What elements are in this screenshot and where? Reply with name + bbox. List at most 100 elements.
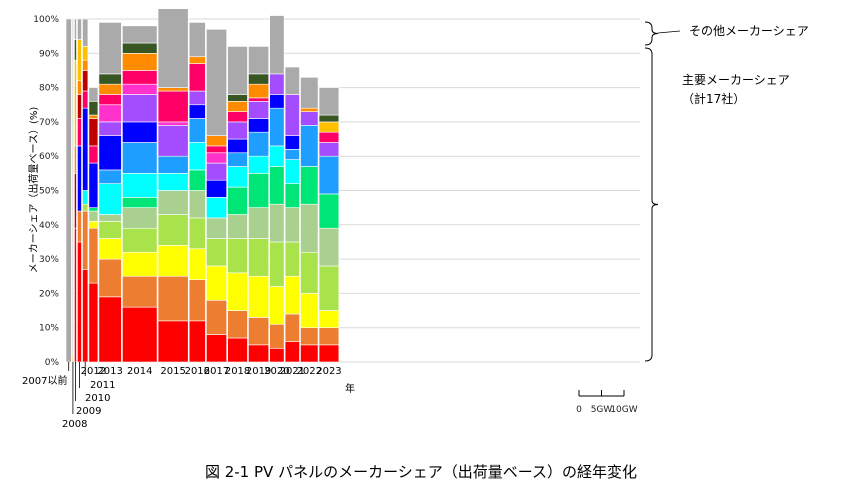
y-tick-label: 50% xyxy=(39,187,59,197)
bar-segment xyxy=(122,275,158,308)
x-tick-label: 2022 xyxy=(297,366,322,377)
y-tick-labels: 0% 10% 20% 30% 40% 50% 60% 70% 80% 90% 100% xyxy=(33,15,59,368)
annotation-brackets xyxy=(644,21,681,362)
y-tick-label: 60% xyxy=(39,152,59,162)
bar-segment xyxy=(248,101,270,119)
bar-segment xyxy=(248,207,270,239)
bar-segment xyxy=(122,197,158,208)
bar-segment xyxy=(88,87,99,102)
bar-segment xyxy=(269,323,285,349)
bar-segment xyxy=(77,94,82,119)
bar-segment xyxy=(72,354,74,363)
bar-segment xyxy=(157,190,189,215)
bar-segment xyxy=(269,203,285,243)
bar-2014 xyxy=(122,25,158,363)
bar-segment xyxy=(300,327,319,346)
bar-segment xyxy=(248,275,270,318)
bar-segment xyxy=(318,227,340,267)
bar-segment xyxy=(88,221,99,229)
annotation-other-share: その他メーカーシェア xyxy=(689,24,809,38)
bar-segment xyxy=(227,238,248,274)
bar-segment xyxy=(188,217,206,250)
bar-segment xyxy=(227,138,248,154)
bar-segment xyxy=(300,77,319,109)
brace-leader xyxy=(657,30,681,34)
bar-segment xyxy=(122,52,158,71)
x-tick-label: 2014 xyxy=(127,366,152,377)
bar-segment xyxy=(157,320,189,363)
bar-segment xyxy=(74,39,77,61)
bar-2021 xyxy=(284,66,300,363)
bar-segment xyxy=(122,251,158,277)
bar-2010 xyxy=(77,18,82,363)
bar-segment xyxy=(188,118,206,143)
bar-segment xyxy=(157,8,189,88)
bar-segment xyxy=(98,169,122,184)
bar-segment xyxy=(318,327,340,346)
y-axis-label: メーカーシェア（出荷量ベース）(%) xyxy=(27,107,40,274)
bar-segment xyxy=(227,121,248,140)
bar-segment xyxy=(157,90,189,123)
bar-segment xyxy=(206,28,227,136)
bar-segment xyxy=(227,46,248,95)
bar-segment xyxy=(206,162,227,181)
bar-segment xyxy=(77,18,82,40)
bar-segment xyxy=(300,203,319,253)
bar-segment xyxy=(77,39,82,82)
bar-segment xyxy=(157,121,189,126)
bar-segment xyxy=(88,227,99,284)
bar-segment xyxy=(122,83,158,95)
bar-segment xyxy=(122,306,158,363)
x-tick-label: 2021 xyxy=(280,366,305,377)
x-tick-label: 2016 xyxy=(185,366,210,377)
bar-segment xyxy=(188,90,206,106)
bar-segment xyxy=(74,59,77,147)
bar-segment xyxy=(300,251,319,294)
bar-segment xyxy=(65,18,72,363)
bar-segment xyxy=(248,131,270,157)
bar-segment xyxy=(98,296,122,363)
figure-caption: 図 2-1 PV パネルのメーカーシェア（出荷量ベース）の経年変化 xyxy=(205,463,637,481)
bar-2020 xyxy=(269,15,285,363)
bar-segment xyxy=(318,265,340,311)
annotation-main-count: （計17社） xyxy=(682,91,745,106)
bar-2013 xyxy=(98,22,122,363)
bar-segment xyxy=(77,80,82,95)
y-tick-label: 0% xyxy=(45,358,60,368)
bar-segment xyxy=(206,299,227,335)
bar-segment xyxy=(98,22,122,75)
x-tick-label: 2013 xyxy=(97,366,122,377)
bar-segment xyxy=(300,166,319,205)
bar-segment xyxy=(82,18,89,47)
bar-segment xyxy=(248,155,270,174)
bar-segment xyxy=(206,145,227,154)
bar-2008 xyxy=(72,18,74,363)
bar-segment xyxy=(206,334,227,363)
bar-segment xyxy=(188,279,206,322)
bar-segment xyxy=(318,193,340,229)
bar-segment xyxy=(188,63,206,92)
bar-segment xyxy=(248,118,270,133)
bar-segment xyxy=(98,94,122,106)
bar-segment xyxy=(77,241,82,363)
bar-segment xyxy=(227,310,248,339)
bar-segment xyxy=(318,131,340,143)
bar-segment xyxy=(269,347,285,363)
bar-segment xyxy=(188,169,206,191)
bar-segment xyxy=(122,42,158,54)
bar-segment xyxy=(82,59,89,71)
bar-segment xyxy=(269,94,285,109)
y-tick-label: 30% xyxy=(39,255,59,265)
x-tick-label: 2010 xyxy=(85,393,110,404)
x-tick-label: 2012 xyxy=(81,366,106,377)
bar-segment xyxy=(300,293,319,328)
x-tick-label: 2018 xyxy=(225,366,250,377)
bar-segment xyxy=(206,135,227,147)
bar-segment xyxy=(248,46,270,75)
bar-segment xyxy=(77,118,82,147)
bar-segment xyxy=(284,241,300,277)
bar-segment xyxy=(88,101,99,116)
bar-segment xyxy=(98,83,122,95)
